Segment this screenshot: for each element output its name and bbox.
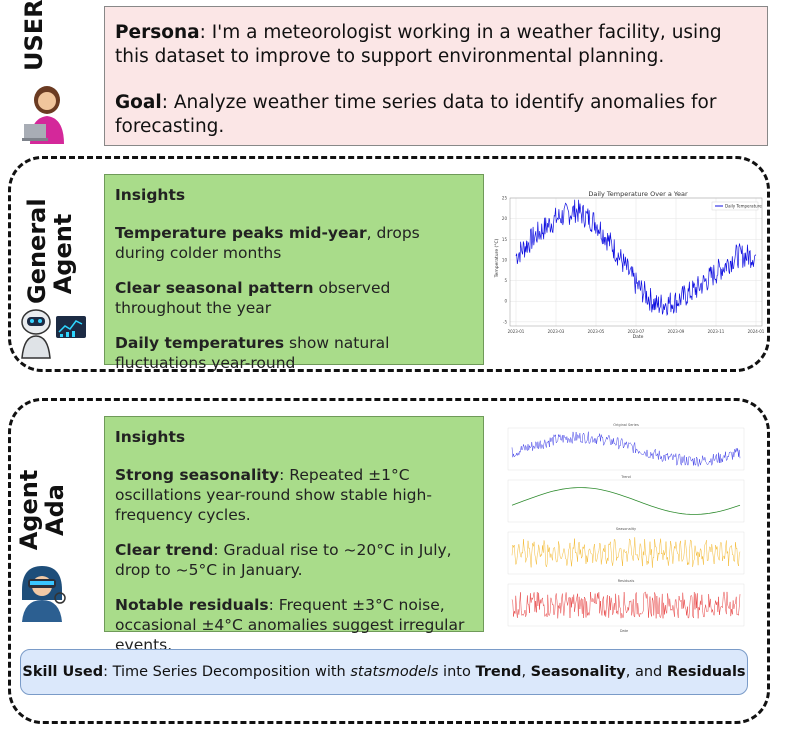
ada-avatar-icon	[14, 560, 70, 622]
chart-xlabel: Date	[633, 334, 644, 340]
robot-icon	[18, 306, 88, 360]
persona-label: Persona	[115, 22, 200, 43]
chart-legend: Daily Temperature	[711, 201, 762, 211]
user-label: USER	[20, 0, 48, 71]
decomp-panel-title: Original Series	[613, 423, 639, 427]
ada-insight-1: Strong seasonality: Repeated ±1°C oscill…	[115, 466, 432, 524]
chart-y-tick: 20	[502, 216, 508, 221]
chart-x-tick: 2023-09	[668, 329, 685, 334]
general-insight-1: Temperature peaks mid-year, drops during…	[115, 224, 420, 262]
chart-y-tick: 10	[502, 257, 508, 262]
ada-insight-3: Notable residuals: Frequent ±3°C noise, …	[115, 596, 465, 654]
decomp-series-line	[511, 431, 741, 467]
chart-x-tick: 2024-01	[748, 329, 765, 334]
chart-series-line	[515, 199, 757, 316]
chart-title: Daily Temperature Over a Year	[588, 190, 688, 198]
chart-x-tick: 2023-03	[548, 329, 565, 334]
general-insight-2: Clear seasonal pattern observed througho…	[115, 279, 391, 317]
decomp-panel-frame	[507, 427, 745, 471]
general-insights-box: Insights Temperature peaks mid-year, dro…	[104, 174, 484, 372]
general-insight-3: Daily temperatures show natural fluctuat…	[115, 334, 390, 372]
decomp-panel-frame	[507, 583, 745, 627]
agent-ada-panel	[8, 398, 770, 724]
chart-x-tick: 2023-05	[588, 329, 605, 334]
decomp-panel-title: Seasonality	[616, 527, 636, 531]
persona-text: : I'm a meteorologist working in a weath…	[115, 22, 722, 67]
skill-library: statsmodels	[350, 664, 439, 680]
decomp-panel-frame	[507, 479, 745, 523]
persona-box: Persona: I'm a meteorologist working in …	[104, 6, 768, 146]
agent-ada-label: Agent Ada	[15, 469, 69, 551]
chart-x-tick: 2023-01	[508, 329, 525, 334]
decomp-panel-frame	[507, 531, 745, 575]
decomp-panel-title: Residuals	[618, 579, 635, 583]
ada-insights-title: Insights	[115, 428, 186, 446]
chart-x-tick: 2023-11	[708, 329, 725, 334]
decomp-series-line	[511, 487, 741, 515]
decomp-xlabel: Date	[620, 629, 628, 633]
chart-y-tick: 5	[504, 278, 507, 283]
chart-y-tick: 25	[502, 196, 508, 201]
chart-y-tick: -5	[503, 319, 507, 324]
general-agent-panel	[8, 156, 770, 372]
chart-legend-label: Daily Temperature	[725, 204, 762, 209]
temperature-chart: Daily Temperature Over a Year Temperatur…	[486, 180, 766, 346]
decomp-panel-title: Trend	[620, 475, 631, 479]
decomp-series-line	[511, 591, 741, 619]
general-agent-label: General Agent	[23, 198, 77, 304]
chart-x-tick: 2023-07	[628, 329, 645, 334]
chart-y-tick: 15	[502, 237, 508, 242]
decomp-series-line	[511, 537, 741, 568]
ada-insight-2: Clear trend: Gradual rise to ~20°C in Ju…	[115, 541, 452, 579]
chart-ylabel: Temperature (°C)	[494, 238, 500, 278]
ada-insights-box: Insights Strong seasonality: Repeated ±1…	[104, 416, 484, 654]
goal-label: Goal	[115, 92, 162, 113]
goal-text: : Analyze weather time series data to id…	[115, 92, 717, 137]
user-avatar-icon	[20, 82, 74, 146]
decomposition-chart: Original Series Trend Seasonality Residuals…	[496, 420, 752, 636]
skill-label: Skill Used	[22, 664, 104, 680]
chart-y-tick: 0	[504, 299, 507, 304]
skill-used-banner: Skill Used: Time Series Decomposition wi…	[20, 649, 748, 695]
general-insights-title: Insights	[115, 186, 186, 204]
